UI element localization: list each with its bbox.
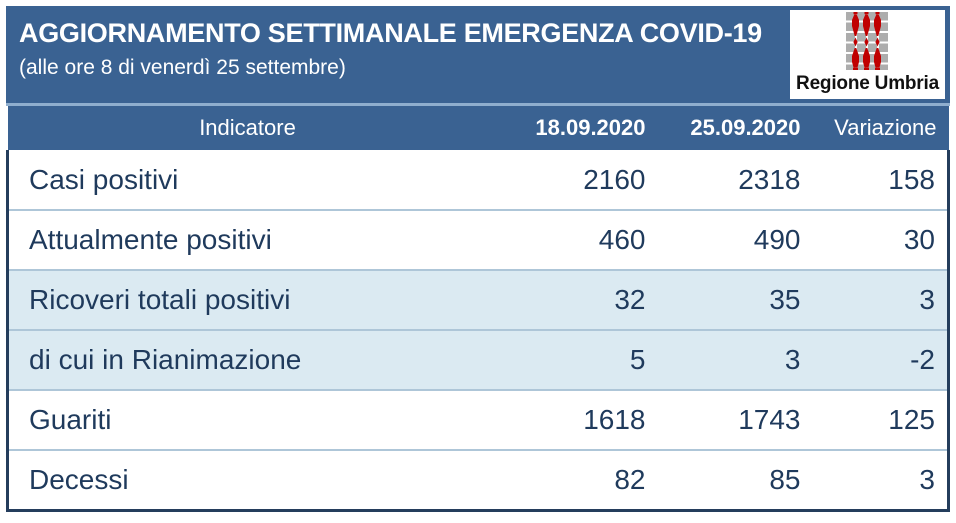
row-label: Casi positivi [29, 163, 179, 195]
value-curr: 490 [753, 224, 801, 255]
ceri-candle-icon [874, 12, 881, 70]
value-prev: 5 [629, 344, 646, 375]
value-variation: 30 [903, 224, 935, 255]
value-prev: 460 [598, 224, 646, 255]
ceri-candle-icon [852, 12, 859, 70]
column-header-date-curr: 25.09.2020 [657, 106, 813, 150]
table-row: Guariti 1618 1743 125 [7, 390, 949, 450]
banner-separator [6, 103, 950, 106]
regione-umbria-logo: Regione Umbria [790, 10, 945, 99]
value-curr: 35 [769, 284, 801, 315]
column-header-variazione: Variazione [812, 106, 949, 150]
logo-text: Regione Umbria [796, 73, 939, 94]
column-header-indicatore: Indicatore [7, 106, 488, 150]
table-row: Ricoveri totali positivi 32 35 3 [7, 270, 949, 330]
row-label: Decessi [29, 463, 129, 495]
ceri-candle-icon [863, 12, 870, 70]
table-row: Casi positivi 2160 2318 158 [7, 150, 949, 210]
value-variation: 3 [919, 463, 935, 495]
value-curr: 2318 [738, 163, 801, 195]
umbria-ceri-icon [845, 12, 890, 70]
row-label: di cui in Rianimazione [29, 344, 302, 375]
indicators-table-wrap: Indicatore 18.09.2020 25.09.2020 Variazi… [6, 106, 950, 512]
value-prev: 1618 [583, 404, 646, 435]
value-curr: 1743 [738, 404, 801, 435]
value-variation: 3 [919, 284, 935, 315]
page-title: AGGIORNAMENTO SETTIMANALE EMERGENZA COVI… [19, 18, 762, 48]
row-label: Ricoveri totali positivi [29, 284, 291, 315]
value-curr: 3 [784, 344, 801, 375]
table-header-row: Indicatore 18.09.2020 25.09.2020 Variazi… [7, 106, 949, 150]
header-banner: AGGIORNAMENTO SETTIMANALE EMERGENZA COVI… [6, 6, 950, 103]
covid-indicators-table: Indicatore 18.09.2020 25.09.2020 Variazi… [6, 106, 950, 512]
value-prev: 2160 [583, 163, 646, 195]
table-row: di cui in Rianimazione 5 3 -2 [7, 330, 949, 390]
page-subtitle: (alle ore 8 di venerdì 25 settembre) [19, 56, 346, 80]
value-prev: 32 [614, 284, 646, 315]
row-label: Attualmente positivi [29, 224, 272, 255]
value-curr: 85 [769, 463, 801, 495]
value-variation: 158 [888, 163, 935, 195]
value-variation: -2 [910, 344, 935, 375]
table-row: Decessi 82 85 3 [7, 450, 949, 510]
row-label: Guariti [29, 404, 112, 435]
value-variation: 125 [888, 404, 935, 435]
table-row: Attualmente positivi 460 490 30 [7, 210, 949, 270]
column-header-date-prev: 18.09.2020 [487, 106, 658, 150]
value-prev: 82 [614, 463, 646, 495]
